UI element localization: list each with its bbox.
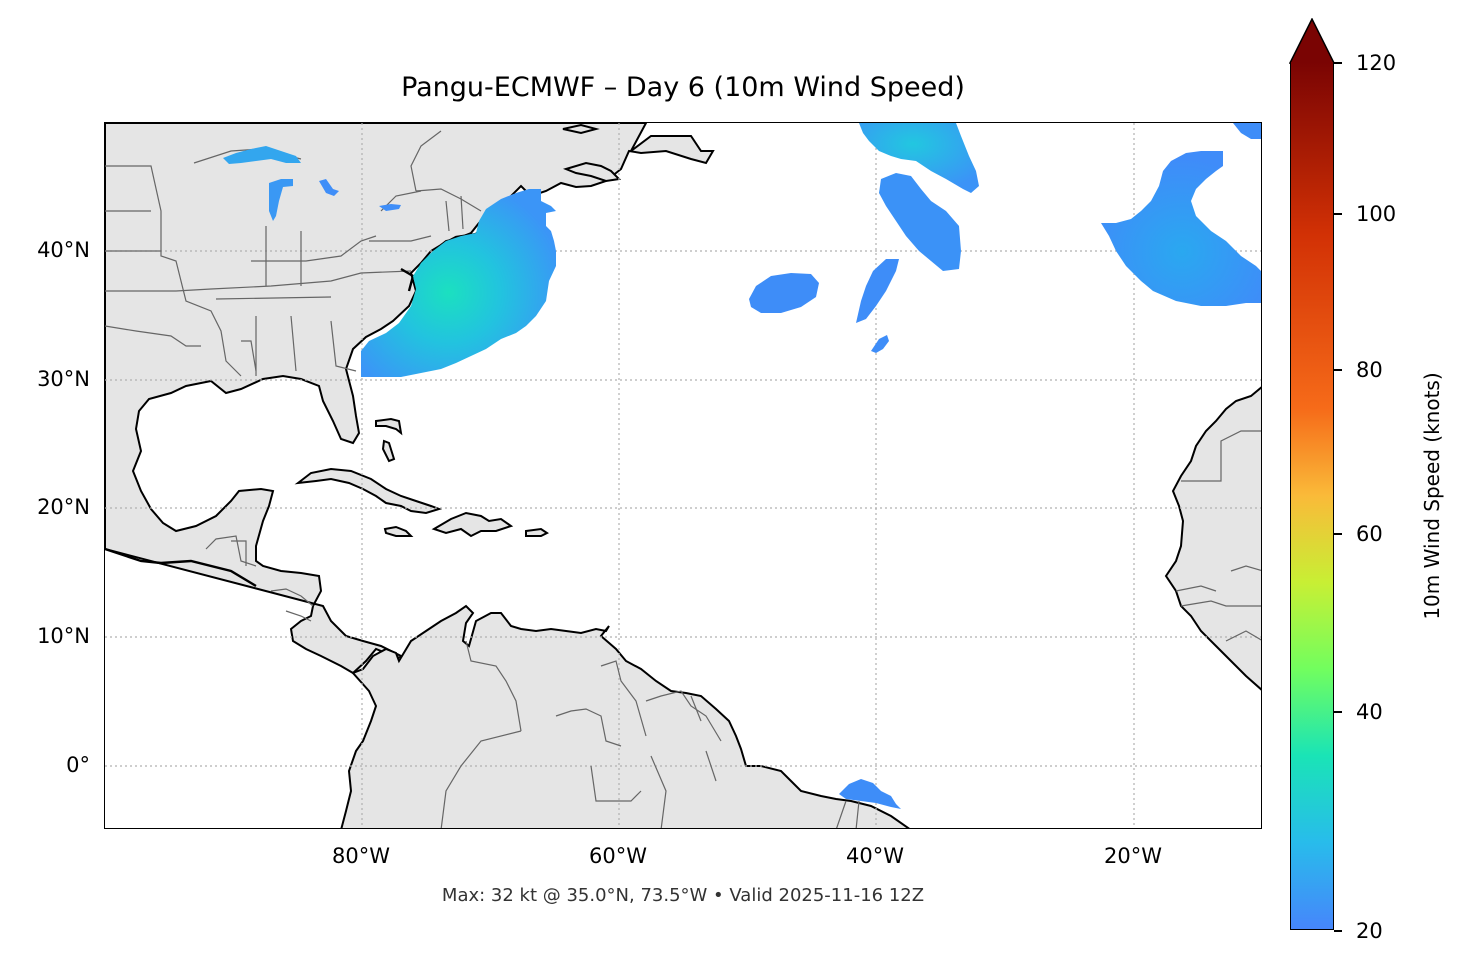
colorbar-tick-80 bbox=[1334, 369, 1342, 371]
colorbar-gradient bbox=[1291, 62, 1333, 929]
lat-tick-10n: 10°N bbox=[37, 624, 90, 648]
max-value-caption: Max: 32 kt @ 35.0°N, 73.5°W • Valid 2025… bbox=[441, 885, 925, 906]
map-canvas bbox=[105, 123, 1261, 828]
wind-region-central-atlantic-oval bbox=[749, 273, 819, 313]
wind-region-central-atlantic-north bbox=[859, 123, 979, 193]
colorbar-tick-40 bbox=[1334, 711, 1342, 713]
colorbar-label-20: 20 bbox=[1356, 919, 1383, 943]
wind-region-lake-michigan bbox=[269, 179, 293, 221]
colorbar-tick-20 bbox=[1334, 930, 1342, 932]
wind-speed-field bbox=[223, 123, 1261, 809]
lat-tick-20n: 20°N bbox=[37, 495, 90, 519]
land-north-america bbox=[105, 123, 715, 675]
land-africa bbox=[1164, 386, 1261, 691]
colorbar bbox=[1290, 62, 1334, 930]
lat-tick-30n: 30°N bbox=[37, 367, 90, 391]
wind-region-central-atlantic-band bbox=[879, 173, 961, 271]
gridlines bbox=[105, 123, 1261, 828]
figure-title: Pangu-ECMWF – Day 6 (10m Wind Speed) bbox=[401, 72, 965, 103]
colorbar-tick-60 bbox=[1334, 533, 1342, 535]
wind-region-central-atlantic-fragment bbox=[871, 335, 889, 353]
colorbar-label-80: 80 bbox=[1356, 358, 1383, 382]
wind-region-east-coast bbox=[361, 189, 556, 377]
political-borders bbox=[105, 130, 1261, 828]
lon-tick-40w: 40°W bbox=[846, 844, 904, 868]
lat-tick-40n: 40°N bbox=[37, 238, 90, 262]
wind-region-central-atlantic-streak bbox=[856, 259, 899, 323]
wind-region-lake-ontario bbox=[379, 204, 401, 211]
wind-region-top-right-fragment bbox=[1233, 123, 1261, 139]
colorbar-label-120: 120 bbox=[1356, 51, 1397, 75]
land-caribbean-islands bbox=[294, 417, 549, 538]
colorbar-label-100: 100 bbox=[1356, 202, 1397, 226]
lat-tick-0: 0° bbox=[66, 753, 90, 777]
lon-tick-80w: 80°W bbox=[332, 844, 390, 868]
land-south-america bbox=[340, 604, 910, 828]
colorbar-label-60: 60 bbox=[1356, 522, 1383, 546]
wind-region-lake-huron bbox=[319, 179, 339, 196]
wind-region-eastern-atlantic bbox=[1101, 151, 1261, 306]
colorbar-label-40: 40 bbox=[1356, 700, 1383, 724]
colorbar-tick-100 bbox=[1334, 213, 1342, 215]
lon-tick-20w: 20°W bbox=[1104, 844, 1162, 868]
colorbar-extend-arrow bbox=[1289, 18, 1335, 64]
colorbar-tick-120 bbox=[1334, 62, 1342, 64]
wind-region-lake-superior bbox=[223, 146, 301, 164]
colorbar-title: 10m Wind Speed (knots) bbox=[1420, 372, 1444, 620]
land-newfoundland bbox=[562, 123, 622, 183]
wind-region-ne-brazil bbox=[839, 779, 901, 809]
map-panel bbox=[104, 122, 1262, 829]
lon-tick-60w: 60°W bbox=[589, 844, 647, 868]
